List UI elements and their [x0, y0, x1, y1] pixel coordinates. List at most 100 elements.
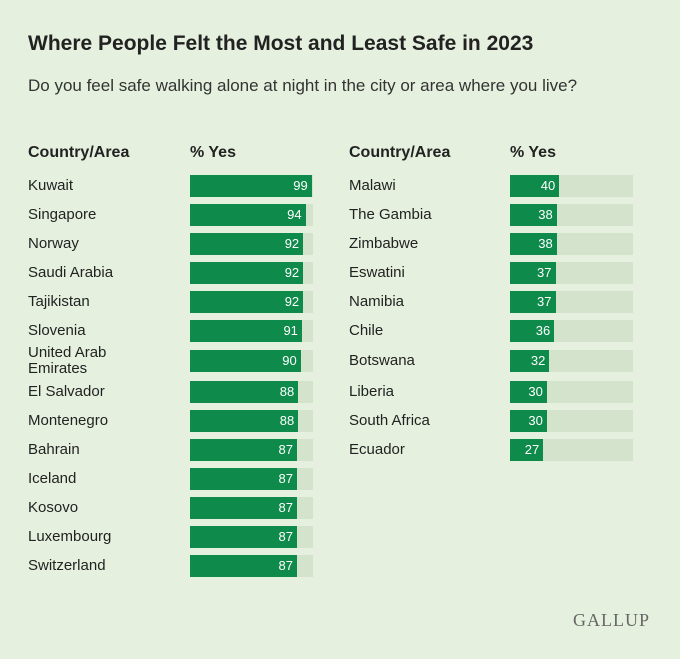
bar-track: 90 [190, 350, 313, 372]
category-label: Botswana [349, 352, 415, 369]
category-label: Slovenia [28, 321, 86, 339]
bar-track: 38 [510, 232, 633, 255]
value-label: 94 [287, 206, 302, 222]
bar: 92 [190, 261, 304, 284]
value-label: 38 [538, 206, 553, 222]
bar-track: 99 [190, 174, 313, 197]
value-label: 87 [278, 470, 293, 486]
bar: 91 [190, 319, 302, 342]
value-label: 88 [279, 383, 295, 399]
bar-track: 91 [190, 319, 313, 342]
value-label: 99 [293, 177, 308, 193]
column-header: % Yes [510, 144, 556, 161]
category-label: Iceland [28, 469, 77, 487]
value-label: 87 [278, 557, 293, 573]
value-label: 37 [537, 293, 552, 309]
value-label: 27 [524, 441, 540, 457]
value-label: 92 [284, 293, 300, 309]
bar-track: 30 [510, 409, 633, 432]
category-label: Singapore [28, 205, 97, 223]
bar: 38 [510, 203, 557, 226]
value-label: 30 [528, 412, 543, 428]
bar: 99 [190, 174, 312, 197]
bar-track: 40 [510, 174, 633, 197]
bar-track: 36 [510, 319, 633, 342]
category-label: Norway [28, 234, 79, 252]
bar-track: 38 [510, 203, 633, 226]
value-label: 88 [279, 412, 295, 428]
category-label: South Africa [349, 411, 430, 429]
bar: 88 [190, 409, 299, 432]
bar-track: 87 [190, 438, 313, 461]
bar-track: 87 [190, 496, 313, 519]
bar: 92 [190, 290, 304, 313]
chart-title: Where People Felt the Most and Least Saf… [28, 32, 534, 55]
bar: 94 [190, 203, 306, 226]
bar: 30 [510, 409, 547, 432]
value-label: 87 [278, 528, 293, 544]
column-header: % Yes [190, 144, 236, 161]
bar: 92 [190, 232, 304, 255]
bar-track: 37 [510, 290, 633, 313]
category-label: Chile [349, 321, 384, 339]
value-label: 32 [530, 353, 546, 368]
bar-track: 27 [510, 438, 633, 461]
column-header: Country/Area [349, 144, 451, 161]
bar: 36 [510, 319, 555, 342]
bar: 87 [190, 525, 297, 548]
value-label: 87 [278, 441, 293, 457]
category-label: Ecuador [349, 440, 405, 458]
bar: 32 [510, 350, 550, 372]
bar-track: 32 [510, 350, 633, 372]
bar: 87 [190, 438, 297, 461]
bar-track: 94 [190, 203, 313, 226]
category-label: Luxembourg [28, 527, 112, 545]
bar: 87 [190, 496, 297, 519]
value-label: 92 [284, 235, 300, 251]
column-header: Country/Area [28, 144, 130, 161]
bar: 87 [190, 554, 297, 577]
category-label: Saudi Arabia [28, 263, 114, 281]
value-label: 38 [538, 235, 553, 251]
category-label: The Gambia [349, 205, 432, 223]
chart-subtitle: Do you feel safe walking alone at night … [28, 76, 578, 95]
bar-track: 88 [190, 380, 313, 403]
bar-track: 37 [510, 261, 633, 284]
category-label: Liberia [349, 382, 395, 400]
category-label: Kosovo [28, 498, 79, 516]
bar-track: 92 [190, 290, 313, 313]
category-label: El Salvador [28, 382, 105, 400]
value-label: 87 [278, 499, 293, 515]
value-label: 40 [540, 177, 556, 193]
value-label: 36 [535, 322, 551, 338]
category-label: Eswatini [349, 263, 405, 281]
category-label: Malawi [349, 176, 396, 194]
bar: 27 [510, 438, 544, 461]
bar-track: 30 [510, 380, 633, 403]
category-label: Bahrain [28, 440, 80, 458]
bar: 88 [190, 380, 299, 403]
category-label: Tajikistan [28, 292, 90, 310]
value-label: 92 [284, 264, 300, 280]
bar: 38 [510, 232, 557, 255]
bar-track: 87 [190, 554, 313, 577]
bar-track: 88 [190, 409, 313, 432]
bar: 87 [190, 467, 297, 490]
value-label: 30 [528, 383, 543, 399]
bar-track: 92 [190, 261, 313, 284]
category-label: Kuwait [28, 176, 74, 194]
value-label: 91 [283, 322, 298, 338]
bar-track: 87 [190, 467, 313, 490]
bar: 37 [510, 290, 556, 313]
category-label: Montenegro [28, 411, 109, 429]
value-label: 37 [537, 264, 552, 280]
category-label: United Arab Emirates [28, 344, 107, 377]
bar: 30 [510, 380, 547, 403]
bar-track: 87 [190, 525, 313, 548]
bar: 40 [510, 174, 560, 197]
category-label: Switzerland [28, 556, 106, 574]
category-label: Zimbabwe [349, 234, 419, 252]
tables: Country/Area % Yes Country/Area % Yes Kuwait… [28, 142, 634, 580]
bar: 90 [190, 350, 301, 372]
